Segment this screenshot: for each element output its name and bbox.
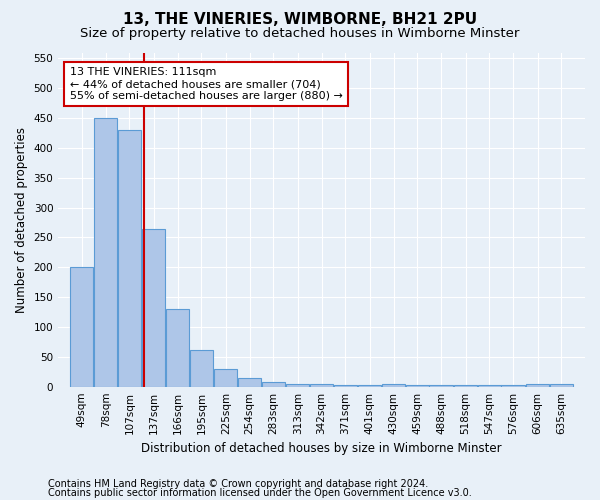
- Y-axis label: Number of detached properties: Number of detached properties: [15, 126, 28, 312]
- Bar: [238, 378, 261, 386]
- Bar: [382, 384, 405, 386]
- Bar: [526, 384, 549, 386]
- Bar: [166, 309, 189, 386]
- Text: Contains HM Land Registry data © Crown copyright and database right 2024.: Contains HM Land Registry data © Crown c…: [48, 479, 428, 489]
- Bar: [142, 228, 166, 386]
- Bar: [262, 382, 285, 386]
- X-axis label: Distribution of detached houses by size in Wimborne Minster: Distribution of detached houses by size …: [141, 442, 502, 455]
- Bar: [310, 384, 333, 386]
- Bar: [286, 384, 310, 386]
- Bar: [94, 118, 117, 386]
- Text: Contains public sector information licensed under the Open Government Licence v3: Contains public sector information licen…: [48, 488, 472, 498]
- Text: 13, THE VINERIES, WIMBORNE, BH21 2PU: 13, THE VINERIES, WIMBORNE, BH21 2PU: [123, 12, 477, 28]
- Bar: [118, 130, 141, 386]
- Bar: [190, 350, 213, 387]
- Text: 13 THE VINERIES: 111sqm
← 44% of detached houses are smaller (704)
55% of semi-d: 13 THE VINERIES: 111sqm ← 44% of detache…: [70, 68, 343, 100]
- Bar: [550, 384, 573, 386]
- Bar: [70, 268, 94, 386]
- Bar: [214, 369, 238, 386]
- Text: Size of property relative to detached houses in Wimborne Minster: Size of property relative to detached ho…: [80, 28, 520, 40]
